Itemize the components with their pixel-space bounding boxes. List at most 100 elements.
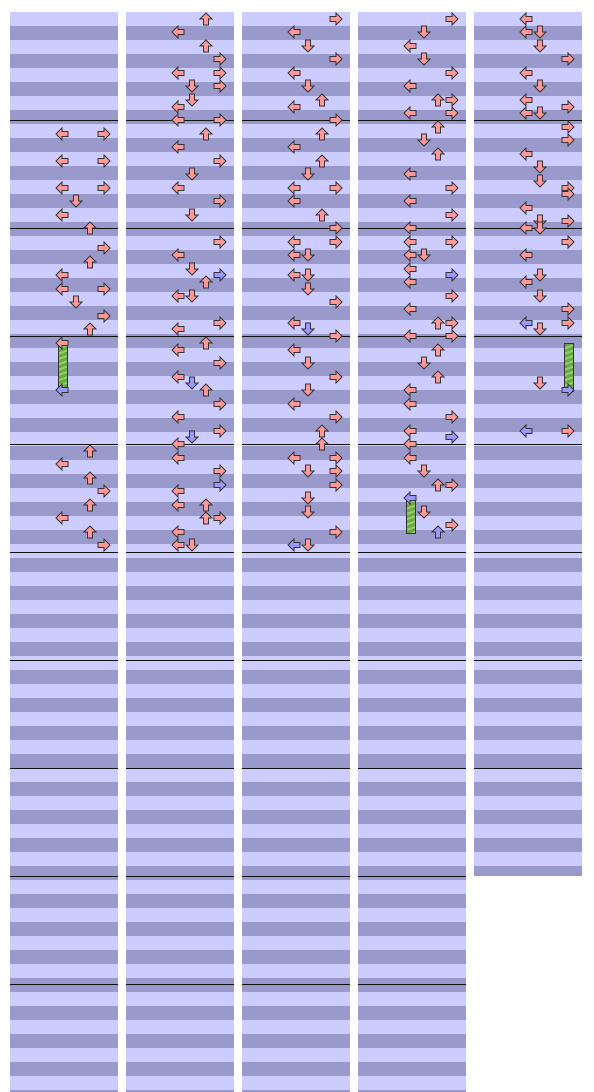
left-arrow-icon (171, 322, 185, 337)
beat-stripe (474, 264, 582, 278)
beat-stripe (474, 656, 582, 670)
right-arrow-icon (561, 187, 575, 202)
down-arrow-icon (533, 160, 547, 174)
right-arrow-icon (445, 12, 459, 26)
beat-stripe (358, 180, 466, 194)
left-arrow-icon (287, 65, 301, 80)
beat-stripe (242, 334, 350, 348)
beat-stripe (126, 1020, 234, 1034)
beat-stripe (126, 866, 234, 880)
beat-stripe (358, 418, 466, 432)
left-arrow-icon (171, 140, 185, 154)
left-arrow-icon (287, 234, 301, 249)
beat-stripe (10, 54, 118, 68)
beat-stripe (358, 964, 466, 978)
beat-stripe (358, 600, 466, 614)
beat-stripe (10, 138, 118, 152)
left-arrow-icon (403, 383, 417, 397)
down-arrow-icon (185, 208, 199, 222)
beat-stripe (242, 82, 350, 96)
beat-stripe (358, 544, 466, 558)
beat-stripe (126, 978, 234, 992)
beat-stripe (10, 26, 118, 40)
beat-stripe (358, 446, 466, 460)
down-arrow-icon (301, 79, 315, 93)
beat-stripe (126, 404, 234, 418)
beat-stripe (358, 152, 466, 166)
beat-stripe (474, 544, 582, 558)
right-arrow-icon (329, 113, 343, 127)
chart-column-3 (242, 12, 350, 1092)
beat-stripe (474, 796, 582, 810)
beat-stripe (358, 838, 466, 852)
beat-stripe (242, 894, 350, 908)
beat-stripe (242, 964, 350, 978)
left-arrow-icon (287, 538, 301, 553)
beat-stripe (10, 306, 118, 320)
down-arrow-icon (417, 356, 431, 370)
beat-stripe (242, 278, 350, 292)
beat-stripe (474, 152, 582, 166)
down-arrow-icon (185, 376, 199, 390)
beat-stripe (358, 614, 466, 628)
beat-stripe (358, 768, 466, 782)
measure-line (242, 444, 350, 445)
up-arrow-icon (315, 126, 329, 140)
beat-stripe (126, 82, 234, 96)
beat-stripe (242, 558, 350, 572)
right-arrow-icon (445, 430, 459, 445)
up-arrow-icon (199, 511, 213, 525)
beat-stripe (10, 418, 118, 432)
beat-stripe (358, 978, 466, 992)
measure-line (10, 660, 118, 661)
beat-stripe (242, 950, 350, 964)
beat-stripe (126, 1034, 234, 1048)
beat-stripe (10, 1076, 118, 1090)
left-arrow-icon (55, 457, 69, 472)
right-arrow-icon (329, 410, 343, 424)
beat-stripe (242, 810, 350, 824)
beat-stripe (126, 838, 234, 852)
up-arrow-icon (83, 444, 97, 458)
right-arrow-icon (97, 126, 111, 141)
beat-stripe (10, 1020, 118, 1034)
beat-stripe (474, 96, 582, 110)
beat-stripe (242, 936, 350, 950)
measure-line (474, 768, 582, 769)
beat-stripe (126, 1076, 234, 1090)
beat-stripe (10, 1034, 118, 1048)
beat-stripe (474, 348, 582, 362)
down-arrow-icon (417, 133, 431, 147)
down-arrow-icon (69, 295, 83, 309)
beat-stripe (10, 82, 118, 96)
left-arrow-icon (519, 25, 533, 40)
left-arrow-icon (403, 234, 417, 249)
beat-stripe (242, 670, 350, 684)
beat-stripe (126, 936, 234, 950)
left-arrow-icon (171, 25, 185, 40)
beat-stripe (10, 810, 118, 824)
measure-line (358, 552, 466, 553)
up-arrow-icon (315, 207, 329, 221)
beat-stripe (10, 236, 118, 250)
right-arrow-icon (561, 234, 575, 249)
right-arrow-icon (561, 133, 575, 148)
beat-stripe (242, 460, 350, 474)
beat-stripe (242, 600, 350, 614)
beat-stripe (358, 292, 466, 306)
beat-stripe (358, 1076, 466, 1090)
beat-stripe (474, 236, 582, 250)
up-arrow-icon (315, 93, 329, 107)
up-arrow-icon (431, 525, 445, 539)
left-arrow-icon (519, 221, 533, 235)
beat-stripe (126, 348, 234, 362)
right-arrow-icon (329, 52, 343, 67)
beat-stripe (126, 684, 234, 698)
right-arrow-icon (213, 52, 227, 67)
left-arrow-icon (403, 79, 417, 94)
beat-stripe (126, 446, 234, 460)
beat-stripe (474, 390, 582, 404)
beat-stripe (474, 418, 582, 432)
right-arrow-icon (561, 383, 575, 397)
beat-stripe (474, 558, 582, 572)
